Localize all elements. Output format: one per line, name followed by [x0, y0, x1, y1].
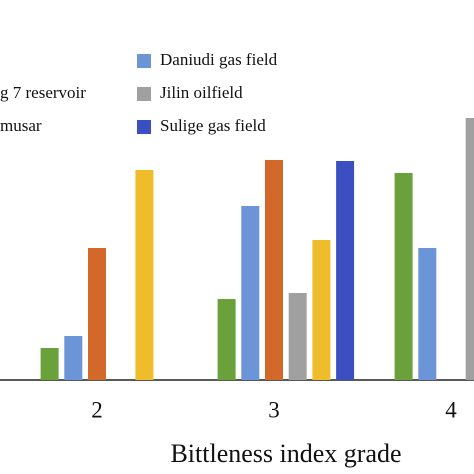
legend-label: Sulige gas field — [160, 116, 266, 135]
bar — [265, 160, 283, 380]
legend-label: Jilin oilfield — [160, 83, 243, 102]
bar — [64, 336, 83, 380]
bar — [288, 293, 307, 380]
bar — [241, 206, 260, 380]
legend-swatch — [137, 120, 151, 134]
x-axis-label: Bittleness index grade — [170, 439, 401, 468]
bar — [217, 299, 236, 380]
bar — [394, 173, 413, 380]
legend-label: musar — [0, 116, 42, 135]
legend-label: g 7 reservoir — [0, 83, 86, 102]
bar — [88, 248, 106, 380]
bar — [40, 348, 59, 380]
bar — [336, 161, 355, 380]
legend-label: Daniudi gas field — [160, 50, 278, 69]
x-tick-label: 4 — [445, 397, 457, 422]
x-tick-label: 3 — [268, 397, 280, 422]
legend-swatch — [137, 54, 151, 68]
legend-swatch — [137, 87, 151, 101]
x-tick-label: 2 — [91, 397, 103, 422]
bar — [465, 118, 474, 380]
bar — [312, 240, 331, 380]
bar — [418, 248, 437, 380]
bar — [135, 170, 154, 380]
